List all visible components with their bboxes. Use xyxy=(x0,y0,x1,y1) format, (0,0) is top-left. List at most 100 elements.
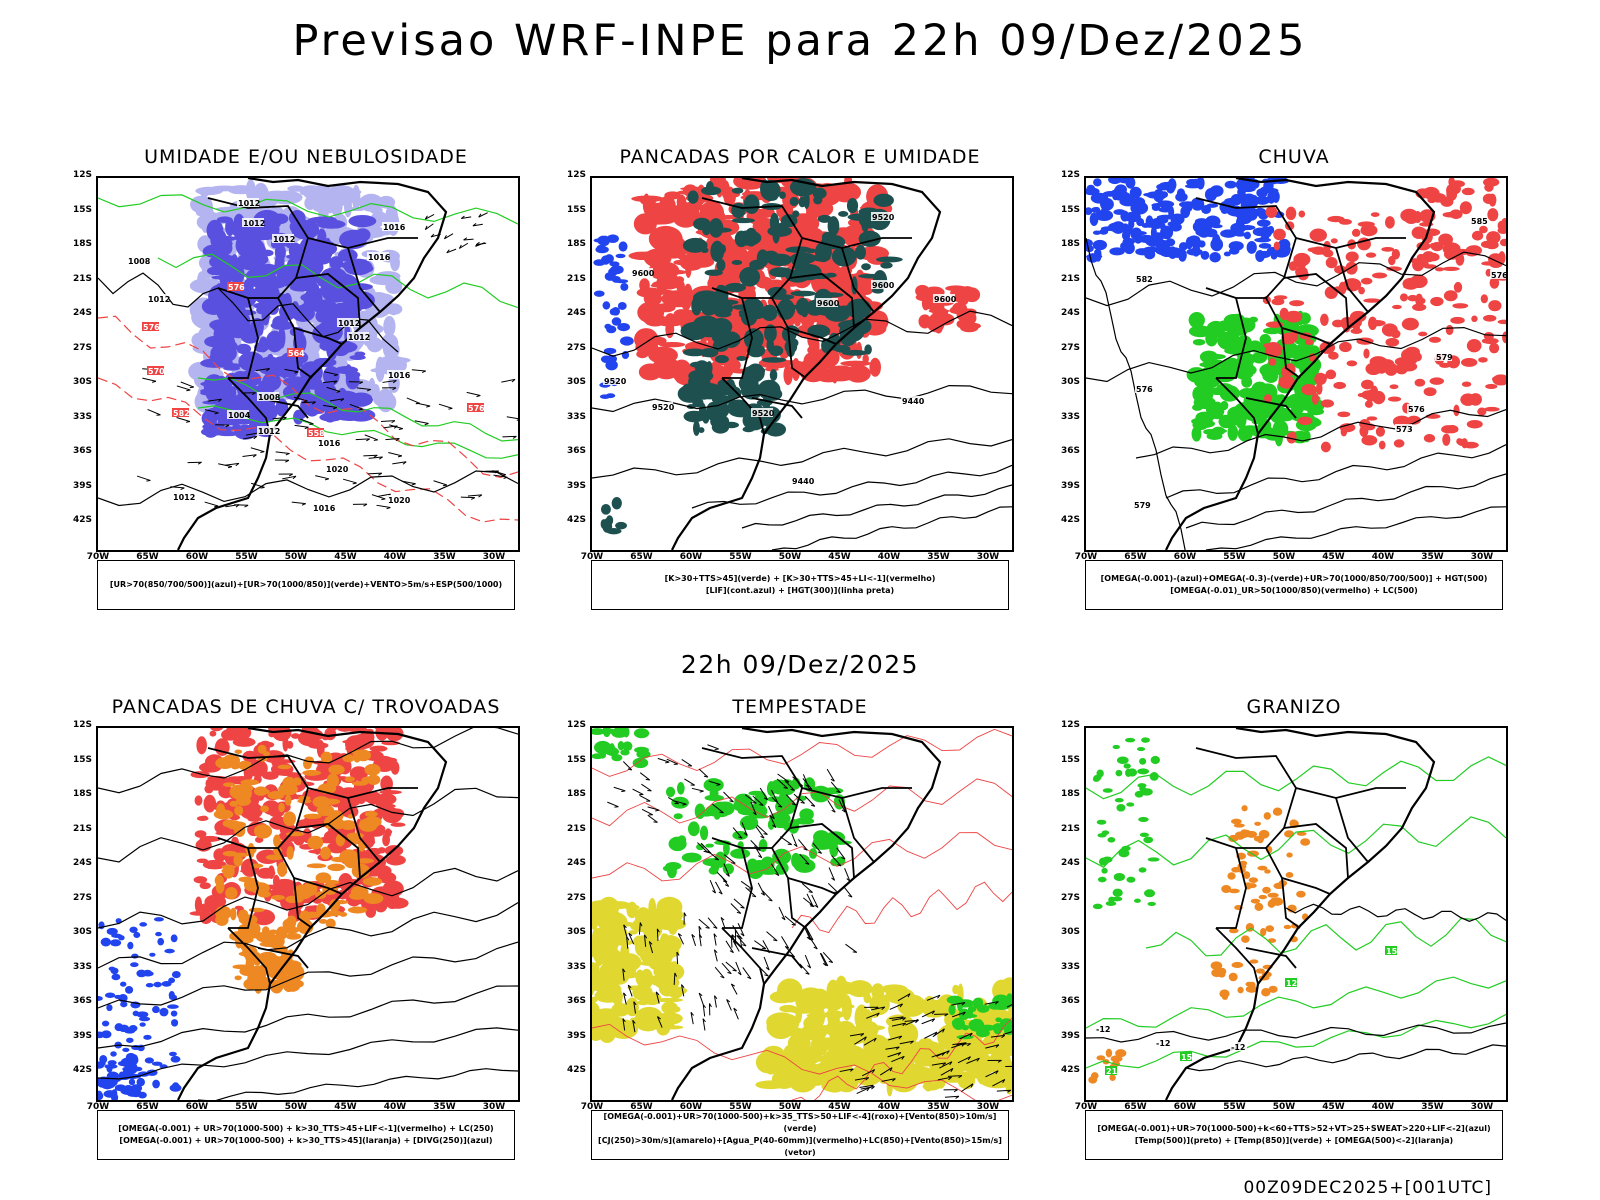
shaded-area xyxy=(238,760,252,771)
contour-label: 576 xyxy=(1408,405,1425,414)
wind-vector-head xyxy=(352,482,357,485)
shaded-area xyxy=(653,944,680,959)
shaded-area xyxy=(1143,836,1154,844)
shaded-area xyxy=(1115,769,1123,777)
lat-tick-label: 24S xyxy=(566,308,586,318)
shaded-area xyxy=(1375,426,1386,437)
wind-vector xyxy=(951,1002,966,1006)
shaded-area xyxy=(972,1073,983,1079)
shaded-area xyxy=(1132,230,1147,236)
lon-tick-label: 55W xyxy=(1223,552,1246,562)
shaded-area xyxy=(880,262,893,269)
wind-vector-head xyxy=(731,983,735,987)
lon-tick-label: 65W xyxy=(630,1102,653,1112)
shaded-area xyxy=(598,751,607,759)
shaded-area xyxy=(1460,393,1476,406)
shaded-area xyxy=(1311,392,1319,405)
wind-vector-head xyxy=(366,438,370,442)
shaded-area xyxy=(1361,379,1374,390)
contour-label: 9440 xyxy=(902,397,925,406)
shaded-area xyxy=(236,252,266,271)
wind-vector-head xyxy=(512,435,517,439)
wind-vector-head xyxy=(197,461,202,465)
shaded-area xyxy=(636,750,651,759)
shaded-area xyxy=(776,978,803,1003)
shaded-area xyxy=(1288,261,1298,271)
wind-vector xyxy=(633,1001,636,1014)
shaded-area xyxy=(1209,252,1221,263)
shaded-area xyxy=(1112,888,1123,897)
shaded-area xyxy=(700,348,719,358)
lat-tick-label: 33S xyxy=(72,961,92,972)
legend-line: [K>30+TTS>45](verde) + [K>30+TTS>45+LI<-… xyxy=(664,574,936,583)
shaded-area xyxy=(130,962,139,968)
wind-vector xyxy=(845,943,858,953)
wind-vector xyxy=(697,842,708,853)
lat-tick-label: 39S xyxy=(566,1030,586,1041)
lon-tick-label: 55W xyxy=(235,1102,258,1112)
shaded-area xyxy=(286,846,294,860)
shaded-area xyxy=(842,349,868,356)
shaded-area xyxy=(1442,211,1458,218)
shaded-area xyxy=(1368,316,1378,331)
wind-vector xyxy=(759,787,769,801)
shaded-area xyxy=(1340,427,1348,437)
shaded-area xyxy=(766,1081,778,1086)
shaded-area xyxy=(230,852,250,858)
isoline xyxy=(1145,917,1506,957)
wind-vector-head xyxy=(292,475,297,480)
panel-tempestade: TEMPESTADE 12S 15S 18S 21S 24S 27S 30S 33S 36S 39S… xyxy=(550,696,1030,1166)
shaded-area xyxy=(915,284,930,298)
wind-vector-head xyxy=(146,479,151,482)
state-border xyxy=(1283,273,1349,329)
shaded-area xyxy=(952,302,968,315)
shaded-area xyxy=(841,995,852,1021)
lon-tick-label: 65W xyxy=(630,552,653,562)
lon-tick-label: 40W xyxy=(1371,1102,1395,1112)
panel-title: UMIDADE E/OU NEBULOSIDADE xyxy=(144,146,468,168)
shaded-area xyxy=(807,324,831,338)
lat-tick-label: 15S xyxy=(72,204,92,215)
lon-tick-label: 30W xyxy=(482,1102,506,1112)
shaded-area xyxy=(1160,191,1169,198)
wind-vector-head xyxy=(676,951,680,956)
lon-tick-label: 60W xyxy=(679,1102,703,1112)
contour-label-bg xyxy=(172,408,189,417)
wind-vector xyxy=(463,238,474,241)
contour-label: 12 xyxy=(1286,979,1297,988)
state-border xyxy=(207,197,309,299)
shaded-area xyxy=(1483,406,1500,412)
wind-vector xyxy=(806,893,814,907)
wind-vector-head xyxy=(810,905,815,908)
wind-vector xyxy=(822,951,834,963)
wind-vector-head xyxy=(460,215,465,219)
contour-label: 1020 xyxy=(388,496,411,505)
shaded-area xyxy=(810,785,831,803)
shaded-area xyxy=(1264,869,1271,874)
shaded-area xyxy=(1235,216,1245,230)
wind-vector-head xyxy=(379,456,383,460)
wind-vector-head xyxy=(876,1012,880,1017)
wind-vector-head xyxy=(781,917,786,921)
wind-vector xyxy=(888,1035,902,1041)
lat-tick-label: 30S xyxy=(72,927,92,937)
lon-tick-label: 50W xyxy=(778,1102,802,1112)
wind-vector xyxy=(776,778,788,789)
isoline xyxy=(1086,816,1506,868)
isoline xyxy=(592,832,1012,882)
shaded-area xyxy=(1401,317,1419,331)
isoline xyxy=(98,941,518,1009)
shaded-area xyxy=(209,185,240,192)
shaded-area xyxy=(1385,337,1400,347)
shaded-area xyxy=(730,848,751,859)
shaded-area xyxy=(701,186,722,196)
wind-vector xyxy=(364,434,378,441)
wind-vector xyxy=(385,438,400,441)
shaded-area xyxy=(1120,210,1130,222)
wind-vector-head xyxy=(969,1032,973,1037)
lon-tick-label: 55W xyxy=(729,1102,752,1112)
shaded-area xyxy=(1149,772,1159,781)
shaded-area xyxy=(328,843,337,852)
shaded-area xyxy=(230,758,240,770)
wind-vector-head xyxy=(627,768,632,771)
